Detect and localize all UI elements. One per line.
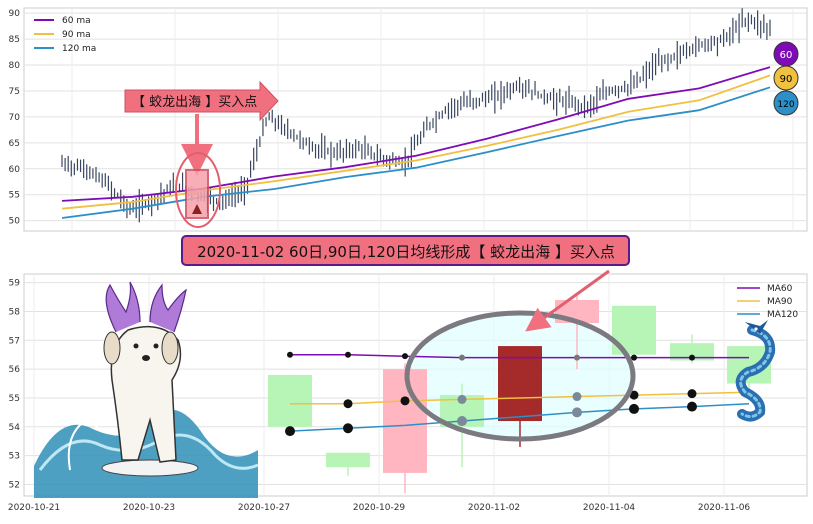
badge-ma120 <box>773 90 799 116</box>
banner-text: 2020-11-02 60日,90日,120日均线形成【 蛟龙出海 】买入点 <box>197 243 615 261</box>
bottom-x-tick-label: 2020-10-27 <box>238 503 290 513</box>
bottom-y-tick-label: 55 <box>9 394 20 404</box>
signal-pointer-arrow <box>525 269 610 332</box>
top-y-tick-label: 70 <box>9 113 21 123</box>
ma-marker-ma120 <box>285 426 295 437</box>
top-y-tick-label: 60 <box>9 165 21 175</box>
candle-body <box>268 374 312 427</box>
badge-ma90-label: 90 <box>780 74 793 85</box>
zoom-ellipse <box>404 310 636 442</box>
ma-marker-ma120 <box>343 423 353 434</box>
top-y-ticks: 50 55 60 65 70 75 80 85 90 <box>9 9 21 226</box>
bottom-x-tick-label: 2020-11-06 <box>698 503 751 513</box>
bottom-x-tick-label: 2020-10-29 <box>353 503 406 513</box>
bottom-y-tick-label: 59 <box>9 279 21 289</box>
bottom-y-tick-label: 56 <box>9 365 21 375</box>
legend-label-MA60: MA60 <box>767 284 793 294</box>
candle-body <box>326 452 370 468</box>
ma-marker-ma60 <box>402 353 408 360</box>
top-ma-lines <box>61 66 771 219</box>
candle-body <box>383 369 427 473</box>
ma-marker-ma120 <box>629 403 639 414</box>
top-y-tick-label: 85 <box>9 35 20 45</box>
bottom-y-tick-label: 57 <box>9 336 20 346</box>
top-y-tick-label: 55 <box>9 191 20 201</box>
top-ma-line-ma120 <box>61 86 771 219</box>
bottom-y-tick-label: 54 <box>9 423 21 433</box>
signal-highlight <box>175 152 221 228</box>
badge-ma120-label: 120 <box>777 100 794 110</box>
ma-marker-ma90 <box>687 389 697 399</box>
ma-marker-ma60 <box>689 354 695 361</box>
ma-marker-ma60 <box>631 354 637 361</box>
ma-marker-ma90 <box>457 394 467 404</box>
dragon-illustration <box>735 320 776 422</box>
legend-label-MA120: MA120 <box>767 310 798 320</box>
bottom-y-ticks: 52 53 54 55 56 57 58 59 <box>9 279 21 491</box>
bottom-x-tick-label: 2020-10-23 <box>123 503 175 513</box>
candle-body <box>498 346 542 422</box>
badge-ma60-label: 60 <box>780 50 793 61</box>
ma-marker-ma60 <box>287 351 293 358</box>
bottom-y-tick-label: 53 <box>9 452 20 462</box>
top-y-tick-label: 90 <box>9 9 21 19</box>
surfing-dog-illustration <box>34 281 259 498</box>
top-ma-line-ma60 <box>61 66 771 202</box>
signal-box <box>185 169 209 219</box>
title-banner: 2020-11-02 60日,90日,120日均线形成【 蛟龙出海 】买入点 <box>181 235 630 266</box>
callout-label: 【 蛟龙出海 】买入点 <box>132 95 257 110</box>
ma-marker-ma120 <box>457 416 467 427</box>
ma-marker-ma60 <box>345 351 351 358</box>
legend-label-ma60: 60 ma <box>62 16 91 26</box>
legend-label-MA90: MA90 <box>767 297 793 307</box>
bottom-candles <box>268 294 771 494</box>
top-y-tick-label: 75 <box>9 87 20 97</box>
top-price-bars <box>61 8 771 223</box>
bottom-x-tick-label: 2020-10-21 <box>8 503 60 513</box>
ma-marker-ma120 <box>572 407 582 418</box>
top-y-tick-label: 80 <box>9 61 21 71</box>
callout-arrow-shape <box>124 80 279 122</box>
ma-marker-ma90 <box>400 396 410 406</box>
bottom-ma-lines <box>285 351 750 437</box>
bottom-x-tick-label: 2020-11-04 <box>583 503 636 513</box>
bottom-x-tick-label: 2020-11-02 <box>468 503 520 513</box>
bottom-y-tick-label: 58 <box>9 307 21 317</box>
bottom-ma-line-ma60 <box>290 353 749 359</box>
ma-badges: 60 90 120 <box>773 41 799 116</box>
buy-point-callout: 【 蛟龙出海 】买入点 <box>124 80 279 176</box>
signal-up-triangle <box>192 204 202 214</box>
legend-label-ma120: 120 ma <box>62 44 96 54</box>
banner-box <box>181 235 630 266</box>
candle-body <box>670 343 714 361</box>
ma-marker-ma120 <box>687 401 697 412</box>
bottom-legend: MA60 MA90 MA120 <box>737 284 798 320</box>
top-y-tick-label: 50 <box>9 217 21 227</box>
top-legend: 60 ma 90 ma 120 ma <box>34 16 96 54</box>
bottom-x-ticks: 2020-10-21 2020-10-23 2020-10-27 2020-10-29… <box>8 503 751 513</box>
ma-marker-ma60 <box>459 354 465 361</box>
top-y-tick-label: 65 <box>9 139 20 149</box>
ma-marker-ma90 <box>572 392 582 402</box>
bottom-ma-line-ma90 <box>290 391 750 405</box>
bottom-y-tick-label: 52 <box>9 480 20 490</box>
bottom-ma-line-ma120 <box>289 402 750 432</box>
ma-marker-ma60 <box>574 354 580 361</box>
ma-marker-ma90 <box>343 399 353 409</box>
signal-ellipse <box>175 152 221 228</box>
ma-marker-ma90 <box>629 390 639 400</box>
badge-ma90 <box>773 65 799 91</box>
legend-label-ma90: 90 ma <box>62 30 91 40</box>
top-ma-line-ma90 <box>61 74 771 210</box>
